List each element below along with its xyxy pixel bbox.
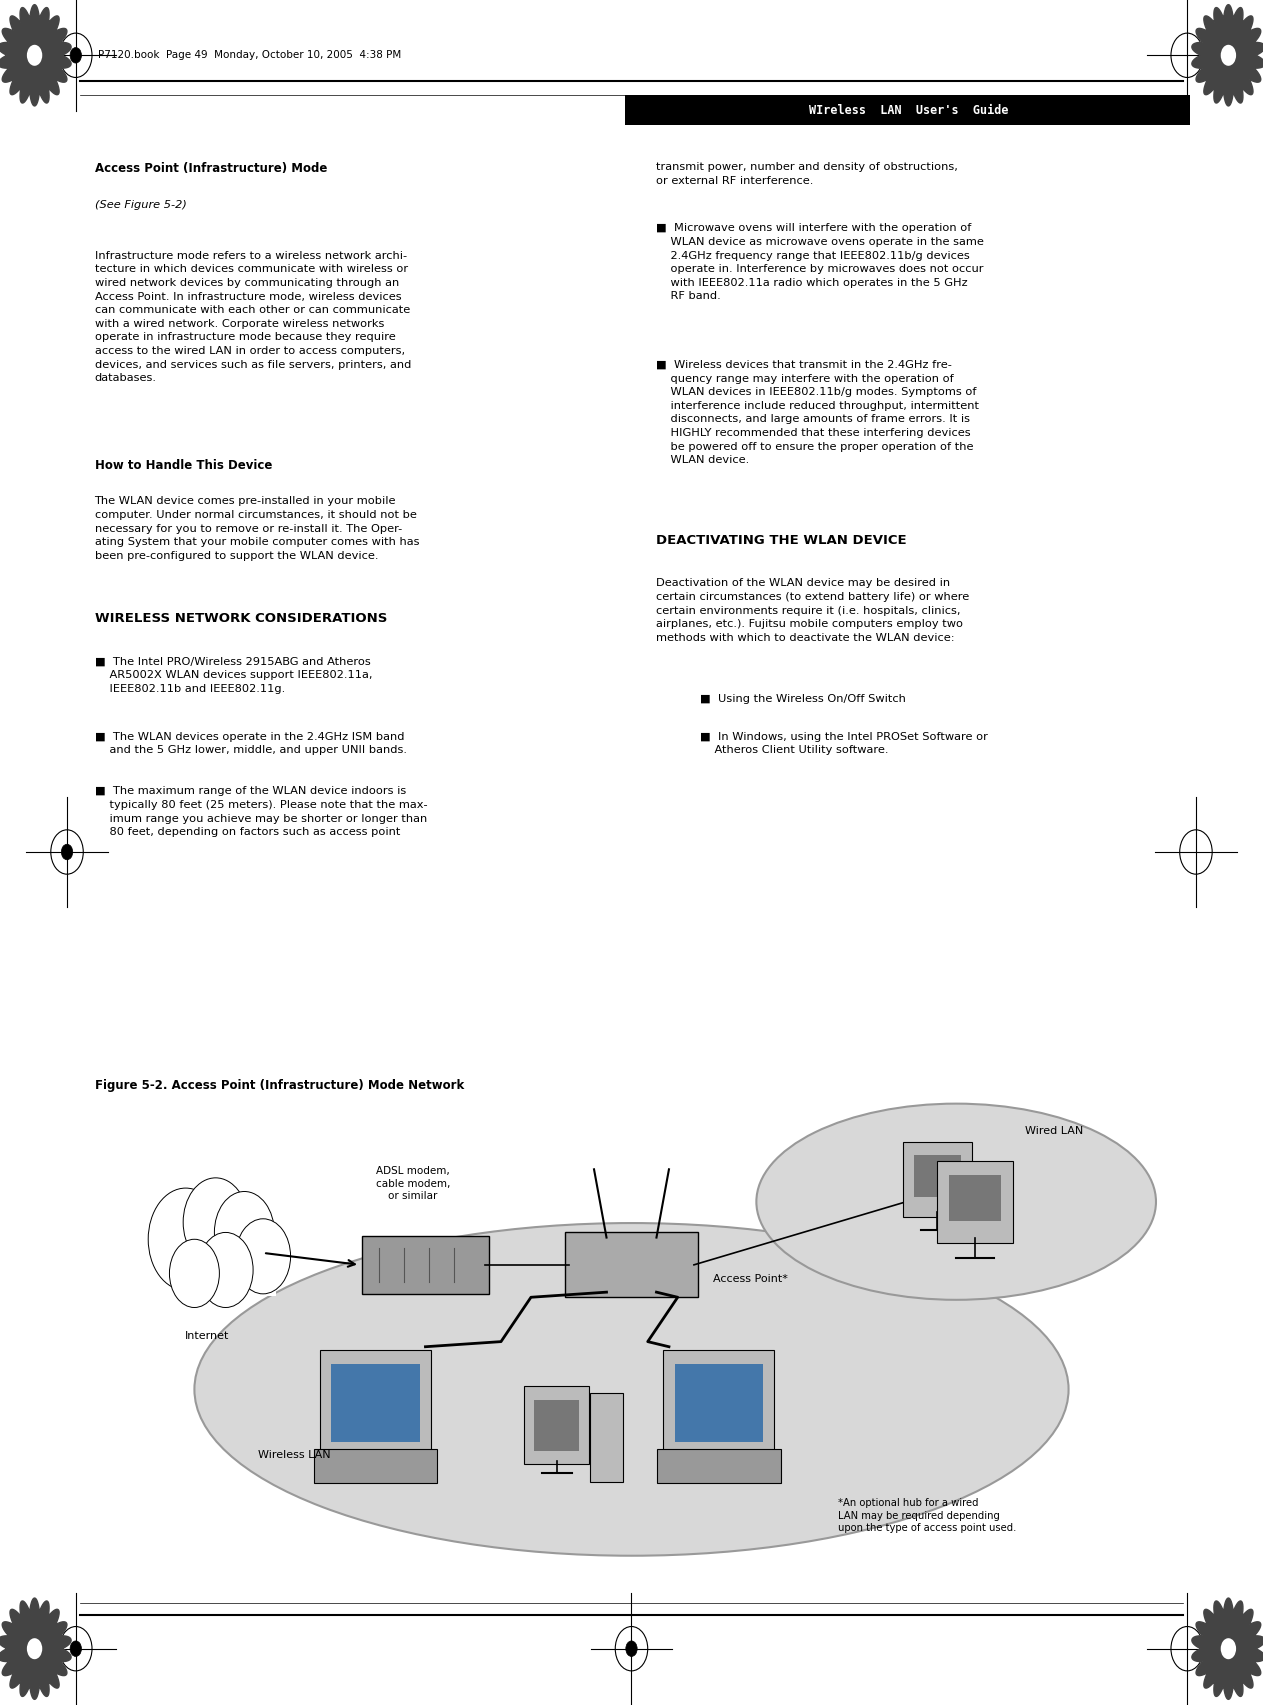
Text: 49: 49 <box>1202 1623 1219 1637</box>
Circle shape <box>215 1192 274 1274</box>
Polygon shape <box>0 1598 71 1700</box>
Text: transmit power, number and density of obstructions,
or external RF interference.: transmit power, number and density of ob… <box>657 162 959 186</box>
FancyBboxPatch shape <box>663 1350 774 1456</box>
FancyBboxPatch shape <box>566 1233 697 1298</box>
Text: P7120.book  Page 49  Monday, October 10, 2005  4:38 PM: P7120.book Page 49 Monday, October 10, 2… <box>99 49 402 60</box>
Text: ■  The WLAN devices operate in the 2.4GHz ISM band
    and the 5 GHz lower, midd: ■ The WLAN devices operate in the 2.4GHz… <box>95 731 407 755</box>
FancyBboxPatch shape <box>313 1449 437 1483</box>
Polygon shape <box>1192 1598 1263 1700</box>
Text: The WLAN device comes pre-installed in your mobile
computer. Under normal circum: The WLAN device comes pre-installed in y… <box>95 496 419 561</box>
Ellipse shape <box>195 1224 1068 1555</box>
Text: ADSL modem,
cable modem,
or similar: ADSL modem, cable modem, or similar <box>376 1166 450 1200</box>
Circle shape <box>169 1240 220 1308</box>
Text: ■  Microwave ovens will interfere with the operation of
    WLAN device as micro: ■ Microwave ovens will interfere with th… <box>657 223 984 302</box>
Circle shape <box>148 1188 224 1291</box>
Circle shape <box>198 1233 253 1308</box>
Text: How to Handle This Device: How to Handle This Device <box>95 459 272 472</box>
FancyBboxPatch shape <box>674 1364 763 1442</box>
FancyBboxPatch shape <box>331 1364 419 1442</box>
Circle shape <box>183 1178 248 1267</box>
Circle shape <box>62 844 73 861</box>
Polygon shape <box>0 5 71 107</box>
Text: Wired LAN: Wired LAN <box>1024 1125 1084 1136</box>
Circle shape <box>625 1640 637 1657</box>
FancyBboxPatch shape <box>524 1386 589 1465</box>
Polygon shape <box>1192 5 1263 107</box>
Text: Access Point (Infrastructure) Mode: Access Point (Infrastructure) Mode <box>95 162 327 176</box>
FancyBboxPatch shape <box>590 1393 623 1482</box>
Circle shape <box>69 1640 81 1657</box>
Text: ■  Using the Wireless On/Off Switch: ■ Using the Wireless On/Off Switch <box>700 694 906 704</box>
Circle shape <box>69 48 81 65</box>
Circle shape <box>236 1219 290 1294</box>
Text: Access Point*: Access Point* <box>712 1274 788 1284</box>
FancyBboxPatch shape <box>903 1142 973 1217</box>
FancyBboxPatch shape <box>657 1449 781 1483</box>
Circle shape <box>27 46 42 66</box>
FancyBboxPatch shape <box>625 95 1190 126</box>
FancyBboxPatch shape <box>320 1350 431 1456</box>
Text: *An optional hub for a wired
LAN may be required depending
upon the type of acce: *An optional hub for a wired LAN may be … <box>837 1497 1015 1533</box>
FancyBboxPatch shape <box>362 1236 489 1294</box>
Circle shape <box>1221 1639 1236 1659</box>
Text: ■  The maximum range of the WLAN device indoors is
    typically 80 feet (25 met: ■ The maximum range of the WLAN device i… <box>95 786 427 837</box>
Text: Deactivation of the WLAN device may be desired in
certain circumstances (to exte: Deactivation of the WLAN device may be d… <box>657 578 970 643</box>
Ellipse shape <box>757 1105 1156 1299</box>
Text: Infrastructure mode refers to a wireless network archi-
tecture in which devices: Infrastructure mode refers to a wireless… <box>95 251 410 384</box>
Text: Internet: Internet <box>184 1330 229 1340</box>
Circle shape <box>27 1639 42 1659</box>
Text: (See Figure 5-2): (See Figure 5-2) <box>95 199 187 210</box>
FancyBboxPatch shape <box>914 1156 961 1197</box>
Text: Wireless LAN: Wireless LAN <box>258 1449 331 1459</box>
Text: ■  In Windows, using the Intel PROSet Software or
    Atheros Client Utility sof: ■ In Windows, using the Intel PROSet Sof… <box>700 731 988 755</box>
Text: WIreless  LAN  User's  Guide: WIreless LAN User's Guide <box>810 104 1008 116</box>
Text: DEACTIVATING THE WLAN DEVICE: DEACTIVATING THE WLAN DEVICE <box>657 534 907 547</box>
Text: WIRELESS NETWORK CONSIDERATIONS: WIRELESS NETWORK CONSIDERATIONS <box>95 612 386 626</box>
Text: ■  The Intel PRO/Wireless 2915ABG and Atheros
    AR5002X WLAN devices support I: ■ The Intel PRO/Wireless 2915ABG and Ath… <box>95 656 373 694</box>
Text: Figure 5-2. Access Point (Infrastructure) Mode Network: Figure 5-2. Access Point (Infrastructure… <box>95 1078 464 1091</box>
FancyBboxPatch shape <box>950 1175 1000 1222</box>
FancyBboxPatch shape <box>534 1400 578 1451</box>
Text: ■  Wireless devices that transmit in the 2.4GHz fre-
    quency range may interf: ■ Wireless devices that transmit in the … <box>657 360 980 465</box>
FancyBboxPatch shape <box>150 1253 275 1296</box>
Circle shape <box>1221 46 1236 66</box>
FancyBboxPatch shape <box>937 1161 1013 1243</box>
